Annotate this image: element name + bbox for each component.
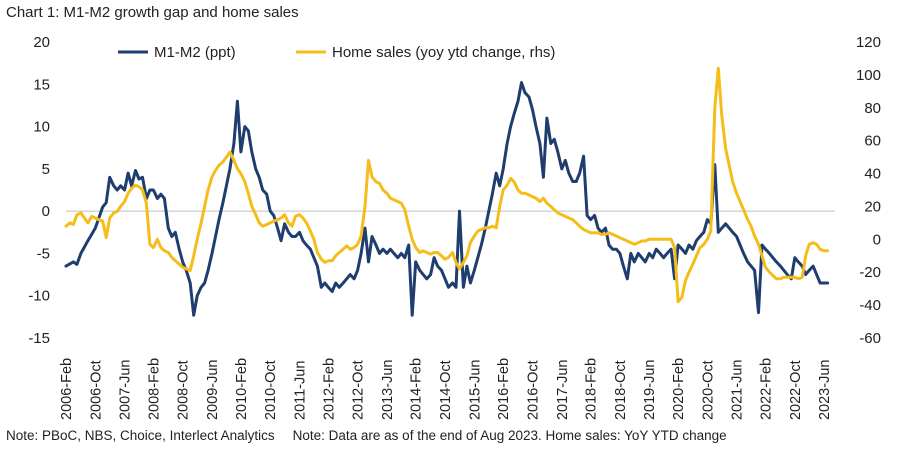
y-right-tick-label: -40 [859,297,881,314]
y-left-tick-label: 10 [33,119,50,136]
y-right-tick-label: 40 [864,166,881,183]
y-right-tick-label: 60 [864,133,881,150]
x-tick-label: 2018-Oct [613,360,629,420]
series-line-home-sales [64,66,830,304]
x-tick-label: 2015-Jun [467,360,483,420]
x-tick-label: 2009-Jun [205,360,221,420]
legend-label-home-sales: Home sales (yoy ytd change, rhs) [332,44,555,61]
axes-layer: 20 15 10 5 0 -5 -10 -15 120 100 80 60 40 20 0 -20 -40 -60… [28,34,881,420]
x-tick-label: 2008-Feb [146,358,162,420]
x-tick-label: 2016-Feb [496,358,512,420]
y-left-tick-label: 5 [42,161,50,178]
series-line-m1m2 [64,81,830,317]
y-right-tick-label: 120 [856,34,881,51]
source-note: Note: PBoC, NBS, Choice, Interlect Analy… [6,428,275,443]
y-right-tick-label: -20 [859,264,881,281]
x-tick-label: 2011-Jun [292,361,308,420]
footer-notes: Note: PBoC, NBS, Choice, Interlect Analy… [6,428,727,443]
x-tick-label: 2012-Oct [351,360,367,420]
x-tick-label: 2008-Oct [176,360,192,420]
x-tick-label: 2021-Jun [730,360,746,420]
x-tick-label: 2018-Feb [584,358,600,420]
x-tick-label: 2006-Oct [88,360,104,420]
y-left-tick-label: -10 [28,288,50,305]
y-right-tick-label: 20 [864,198,881,215]
y-left-tick-label: -5 [37,245,50,262]
y-left-tick-label: 15 [33,76,50,93]
x-tick-label: 2023-Jun [817,360,833,420]
x-tick-label: 2014-Oct [438,360,454,420]
y-right-tick-label: -60 [859,330,881,347]
x-tick-label: 2006-Feb [59,358,75,420]
y-right-tick-label: 0 [873,231,881,248]
legend-label-m1m2: M1-M2 (ppt) [154,44,236,61]
x-tick-label: 2020-Oct [700,360,716,420]
y-left-tick-label: 0 [42,203,50,220]
y-left-tick-label: 20 [33,34,50,51]
legend: M1-M2 (ppt) Home sales (yoy ytd change, … [118,44,555,61]
x-tick-label: 2013-Jun [380,360,396,420]
x-tick-label: 2010-Feb [234,358,250,420]
y-left-tick-label: -15 [28,330,50,347]
x-tick-label: 2022-Feb [758,358,774,420]
x-tick-label: 2022-Oct [788,360,804,420]
x-tick-label: 2017-Jun [555,360,571,420]
series-layer [64,66,830,317]
x-tick-label: 2014-Feb [409,358,425,420]
x-tick-label: 2010-Oct [263,360,279,420]
data-note: Note: Data are as of the end of Aug 2023… [292,428,727,443]
y-right-tick-label: 100 [856,67,881,84]
x-tick-label: 2019-Jun [642,360,658,420]
chart-title: Chart 1: M1-M2 growth gap and home sales [6,4,299,21]
y-right-tick-label: 80 [864,100,881,117]
x-tick-label: 2012-Feb [321,358,337,420]
x-tick-label: 2016-Oct [525,360,541,420]
x-tick-label: 2020-Feb [671,358,687,420]
x-tick-label: 2007-Jun [118,360,134,420]
